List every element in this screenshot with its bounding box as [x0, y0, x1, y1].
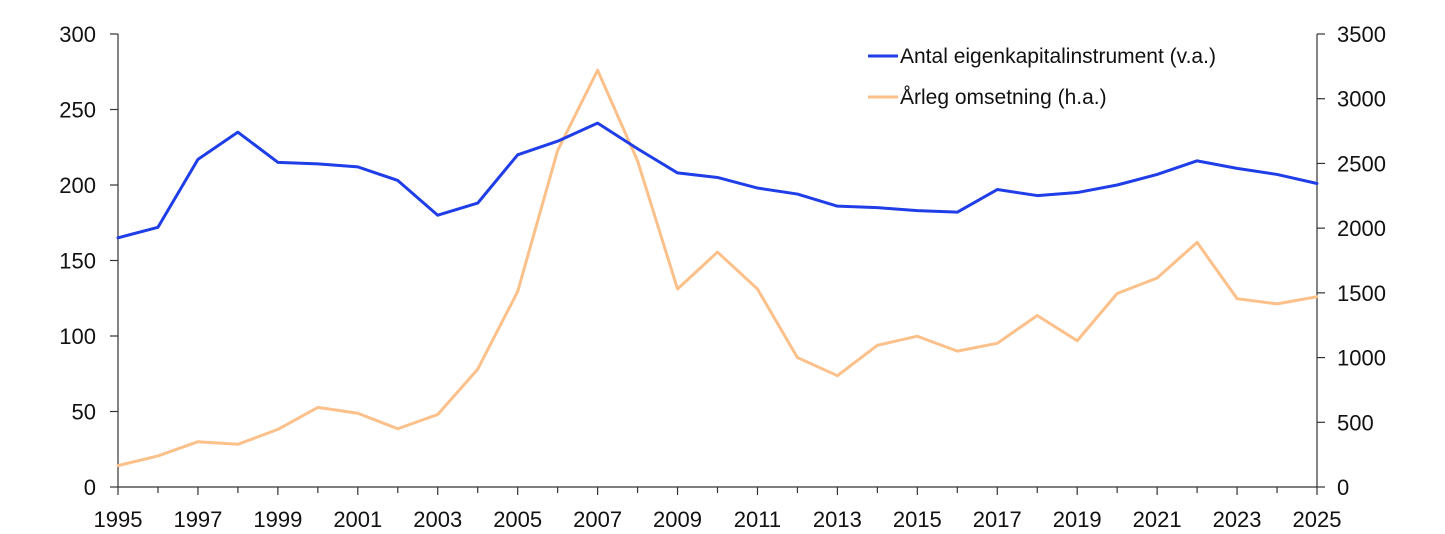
x-tick-label: 2023: [1213, 507, 1262, 532]
x-tick-label: 2013: [813, 507, 862, 532]
legend: Antal eigenkapitalinstrument (v.a.) Årle…: [868, 45, 1216, 109]
series-line-1: [116, 121, 1319, 240]
right-y-tick-label: 1000: [1337, 346, 1386, 371]
left-y-tick-label: 200: [59, 173, 96, 198]
x-tick-label: 1999: [253, 507, 302, 532]
x-tick-label: 2003: [413, 507, 462, 532]
left-y-tick-label: 300: [59, 22, 96, 47]
x-tick-label: 2001: [333, 507, 382, 532]
x-tick-label: 2019: [1053, 507, 1102, 532]
axes: 0501001502002503000500100015002000250030…: [59, 22, 1386, 532]
left-y-tick-label: 150: [59, 249, 96, 274]
legend-label-series-1: Antal eigenkapitalinstrument (v.a.): [900, 45, 1216, 68]
left-y-tick-label: 50: [72, 400, 96, 425]
legend-label-series-2: Årleg omsetning (h.a.): [900, 86, 1107, 109]
left-y-tick-label: 0: [84, 475, 96, 500]
series-lines: [116, 68, 1319, 468]
right-y-tick-label: 500: [1337, 410, 1374, 435]
x-tick-label: 2007: [573, 507, 622, 532]
x-tick-label: 2021: [1133, 507, 1182, 532]
x-tick-label: 2017: [973, 507, 1022, 532]
x-tick-label: 1997: [173, 507, 222, 532]
right-y-tick-label: 3000: [1337, 87, 1386, 112]
right-y-tick-label: 2000: [1337, 216, 1386, 241]
right-y-tick-label: 3500: [1337, 22, 1386, 47]
left-y-tick-label: 100: [59, 324, 96, 349]
x-tick-label: 2015: [893, 507, 942, 532]
x-tick-label: 2005: [493, 507, 542, 532]
x-tick-label: 2025: [1293, 507, 1342, 532]
left-y-tick-label: 250: [59, 98, 96, 123]
x-tick-label: 2009: [653, 507, 702, 532]
right-y-tick-label: 2500: [1337, 151, 1386, 176]
x-tick-label: 2011: [734, 507, 781, 532]
series-line-2: [116, 68, 1319, 468]
right-y-tick-label: 1500: [1337, 281, 1386, 306]
right-y-tick-label: 0: [1337, 475, 1349, 500]
x-tick-label: 1995: [94, 507, 143, 532]
